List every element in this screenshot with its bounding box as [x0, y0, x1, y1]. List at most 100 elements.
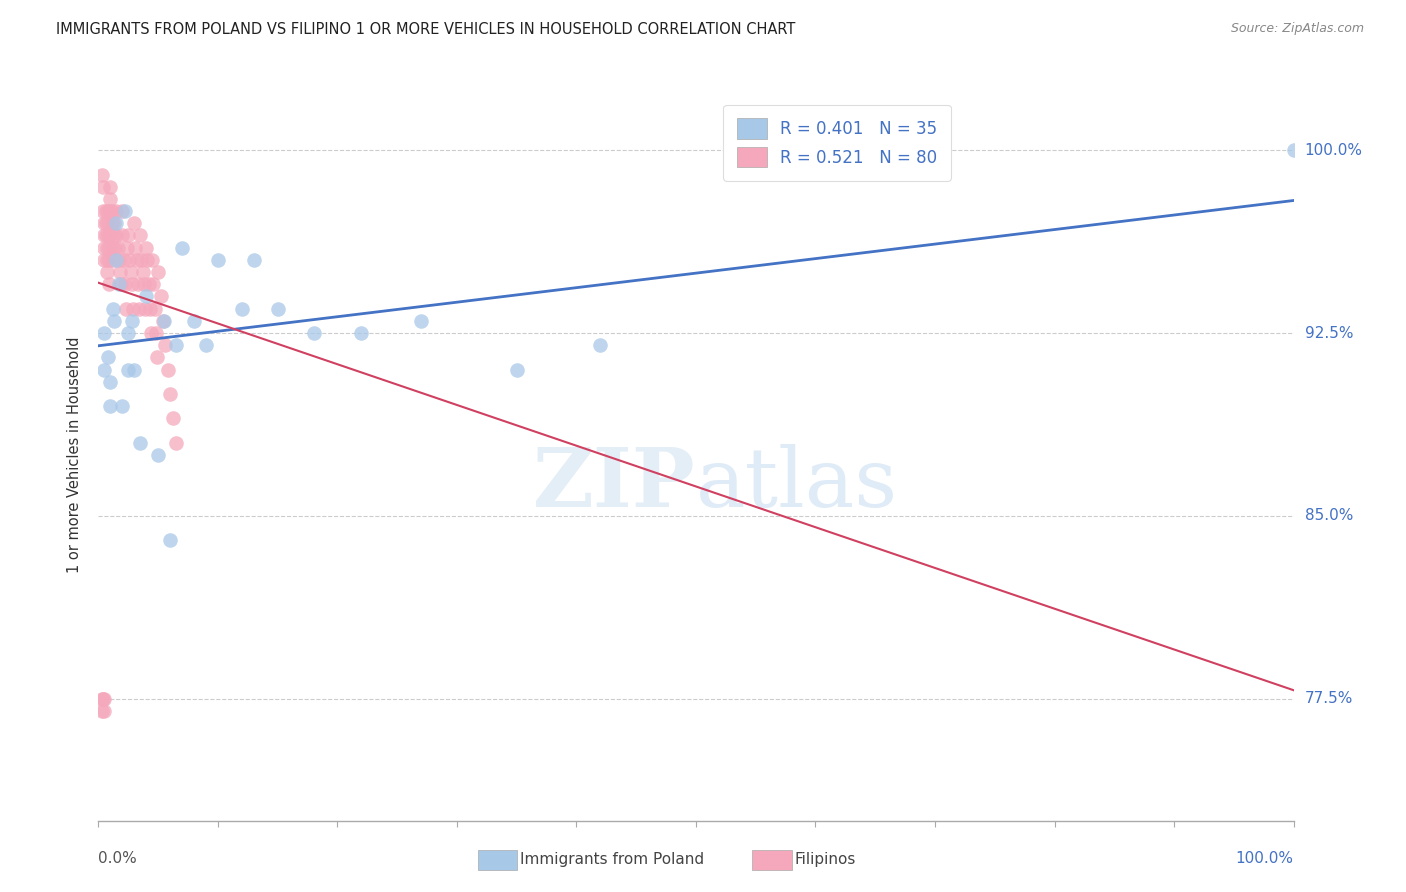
Point — [105, 204, 128, 219]
Point — [115, 301, 138, 316]
Text: Source: ZipAtlas.com: Source: ZipAtlas.com — [1230, 22, 1364, 36]
Point — [111, 399, 134, 413]
Text: 100.0%: 100.0% — [1236, 851, 1294, 866]
Point — [172, 241, 194, 255]
Point — [91, 179, 114, 194]
Point — [143, 301, 166, 316]
Point — [107, 277, 129, 292]
Point — [97, 216, 120, 230]
Text: 100.0%: 100.0% — [1305, 143, 1362, 158]
Point — [267, 301, 290, 316]
Point — [159, 387, 181, 401]
Point — [124, 216, 146, 230]
Point — [96, 265, 118, 279]
Point — [93, 691, 115, 706]
Point — [93, 362, 115, 376]
Point — [145, 326, 167, 340]
Point — [231, 301, 253, 316]
Point — [93, 252, 115, 267]
Text: 92.5%: 92.5% — [1305, 326, 1353, 341]
Point — [411, 314, 433, 328]
Point — [302, 326, 325, 340]
Point — [141, 252, 163, 267]
Point — [194, 338, 217, 352]
Text: 0.0%: 0.0% — [98, 851, 138, 866]
Point — [93, 216, 115, 230]
Point — [103, 228, 125, 243]
Point — [115, 241, 138, 255]
Point — [98, 204, 122, 219]
Point — [128, 301, 150, 316]
Point — [136, 252, 159, 267]
Point — [98, 277, 121, 292]
Point — [148, 265, 170, 279]
Point — [97, 204, 120, 219]
Y-axis label: 1 or more Vehicles in Household: 1 or more Vehicles in Household — [67, 336, 83, 574]
Point — [127, 277, 149, 292]
Point — [129, 228, 152, 243]
Point — [96, 252, 118, 267]
Point — [165, 435, 187, 450]
Point — [152, 314, 174, 328]
Point — [91, 691, 114, 706]
Point — [93, 241, 115, 255]
Point — [153, 314, 176, 328]
Text: 77.5%: 77.5% — [1305, 691, 1353, 706]
Point — [100, 204, 122, 219]
Point — [142, 277, 165, 292]
Point — [98, 192, 122, 206]
Point — [107, 241, 129, 255]
Point — [138, 277, 160, 292]
Point — [101, 301, 124, 316]
Point — [162, 411, 184, 425]
Point — [132, 277, 155, 292]
Point — [131, 252, 153, 267]
Point — [183, 314, 205, 328]
Point — [350, 326, 373, 340]
Point — [98, 252, 121, 267]
Point — [148, 448, 170, 462]
Point — [98, 375, 122, 389]
Point — [104, 241, 127, 255]
Point — [165, 338, 187, 352]
Point — [107, 252, 129, 267]
Point — [124, 362, 146, 376]
Point — [103, 314, 125, 328]
Text: Immigrants from Poland: Immigrants from Poland — [520, 853, 704, 867]
Point — [110, 277, 132, 292]
Point — [98, 228, 122, 243]
Point — [114, 204, 136, 219]
Point — [589, 338, 612, 352]
Point — [125, 252, 148, 267]
Point — [94, 216, 117, 230]
Point — [1282, 143, 1305, 157]
Point — [91, 704, 114, 718]
Point — [101, 241, 124, 255]
Point — [207, 252, 229, 267]
Point — [146, 351, 169, 365]
Point — [91, 691, 114, 706]
Point — [117, 362, 139, 376]
Point — [155, 338, 177, 352]
Point — [94, 204, 117, 219]
Point — [149, 289, 172, 303]
Point — [108, 265, 131, 279]
Point — [111, 228, 134, 243]
Point — [122, 301, 145, 316]
Point — [100, 216, 122, 230]
Text: ZIP: ZIP — [533, 444, 696, 524]
Point — [93, 326, 115, 340]
Point — [94, 228, 117, 243]
Point — [139, 301, 162, 316]
Point — [129, 435, 152, 450]
Point — [105, 228, 128, 243]
Point — [118, 252, 141, 267]
Point — [103, 216, 125, 230]
Point — [96, 241, 118, 255]
Point — [105, 252, 128, 267]
Point — [97, 351, 120, 365]
Point — [111, 204, 134, 219]
Point — [112, 252, 135, 267]
Point — [98, 399, 122, 413]
Point — [120, 265, 142, 279]
